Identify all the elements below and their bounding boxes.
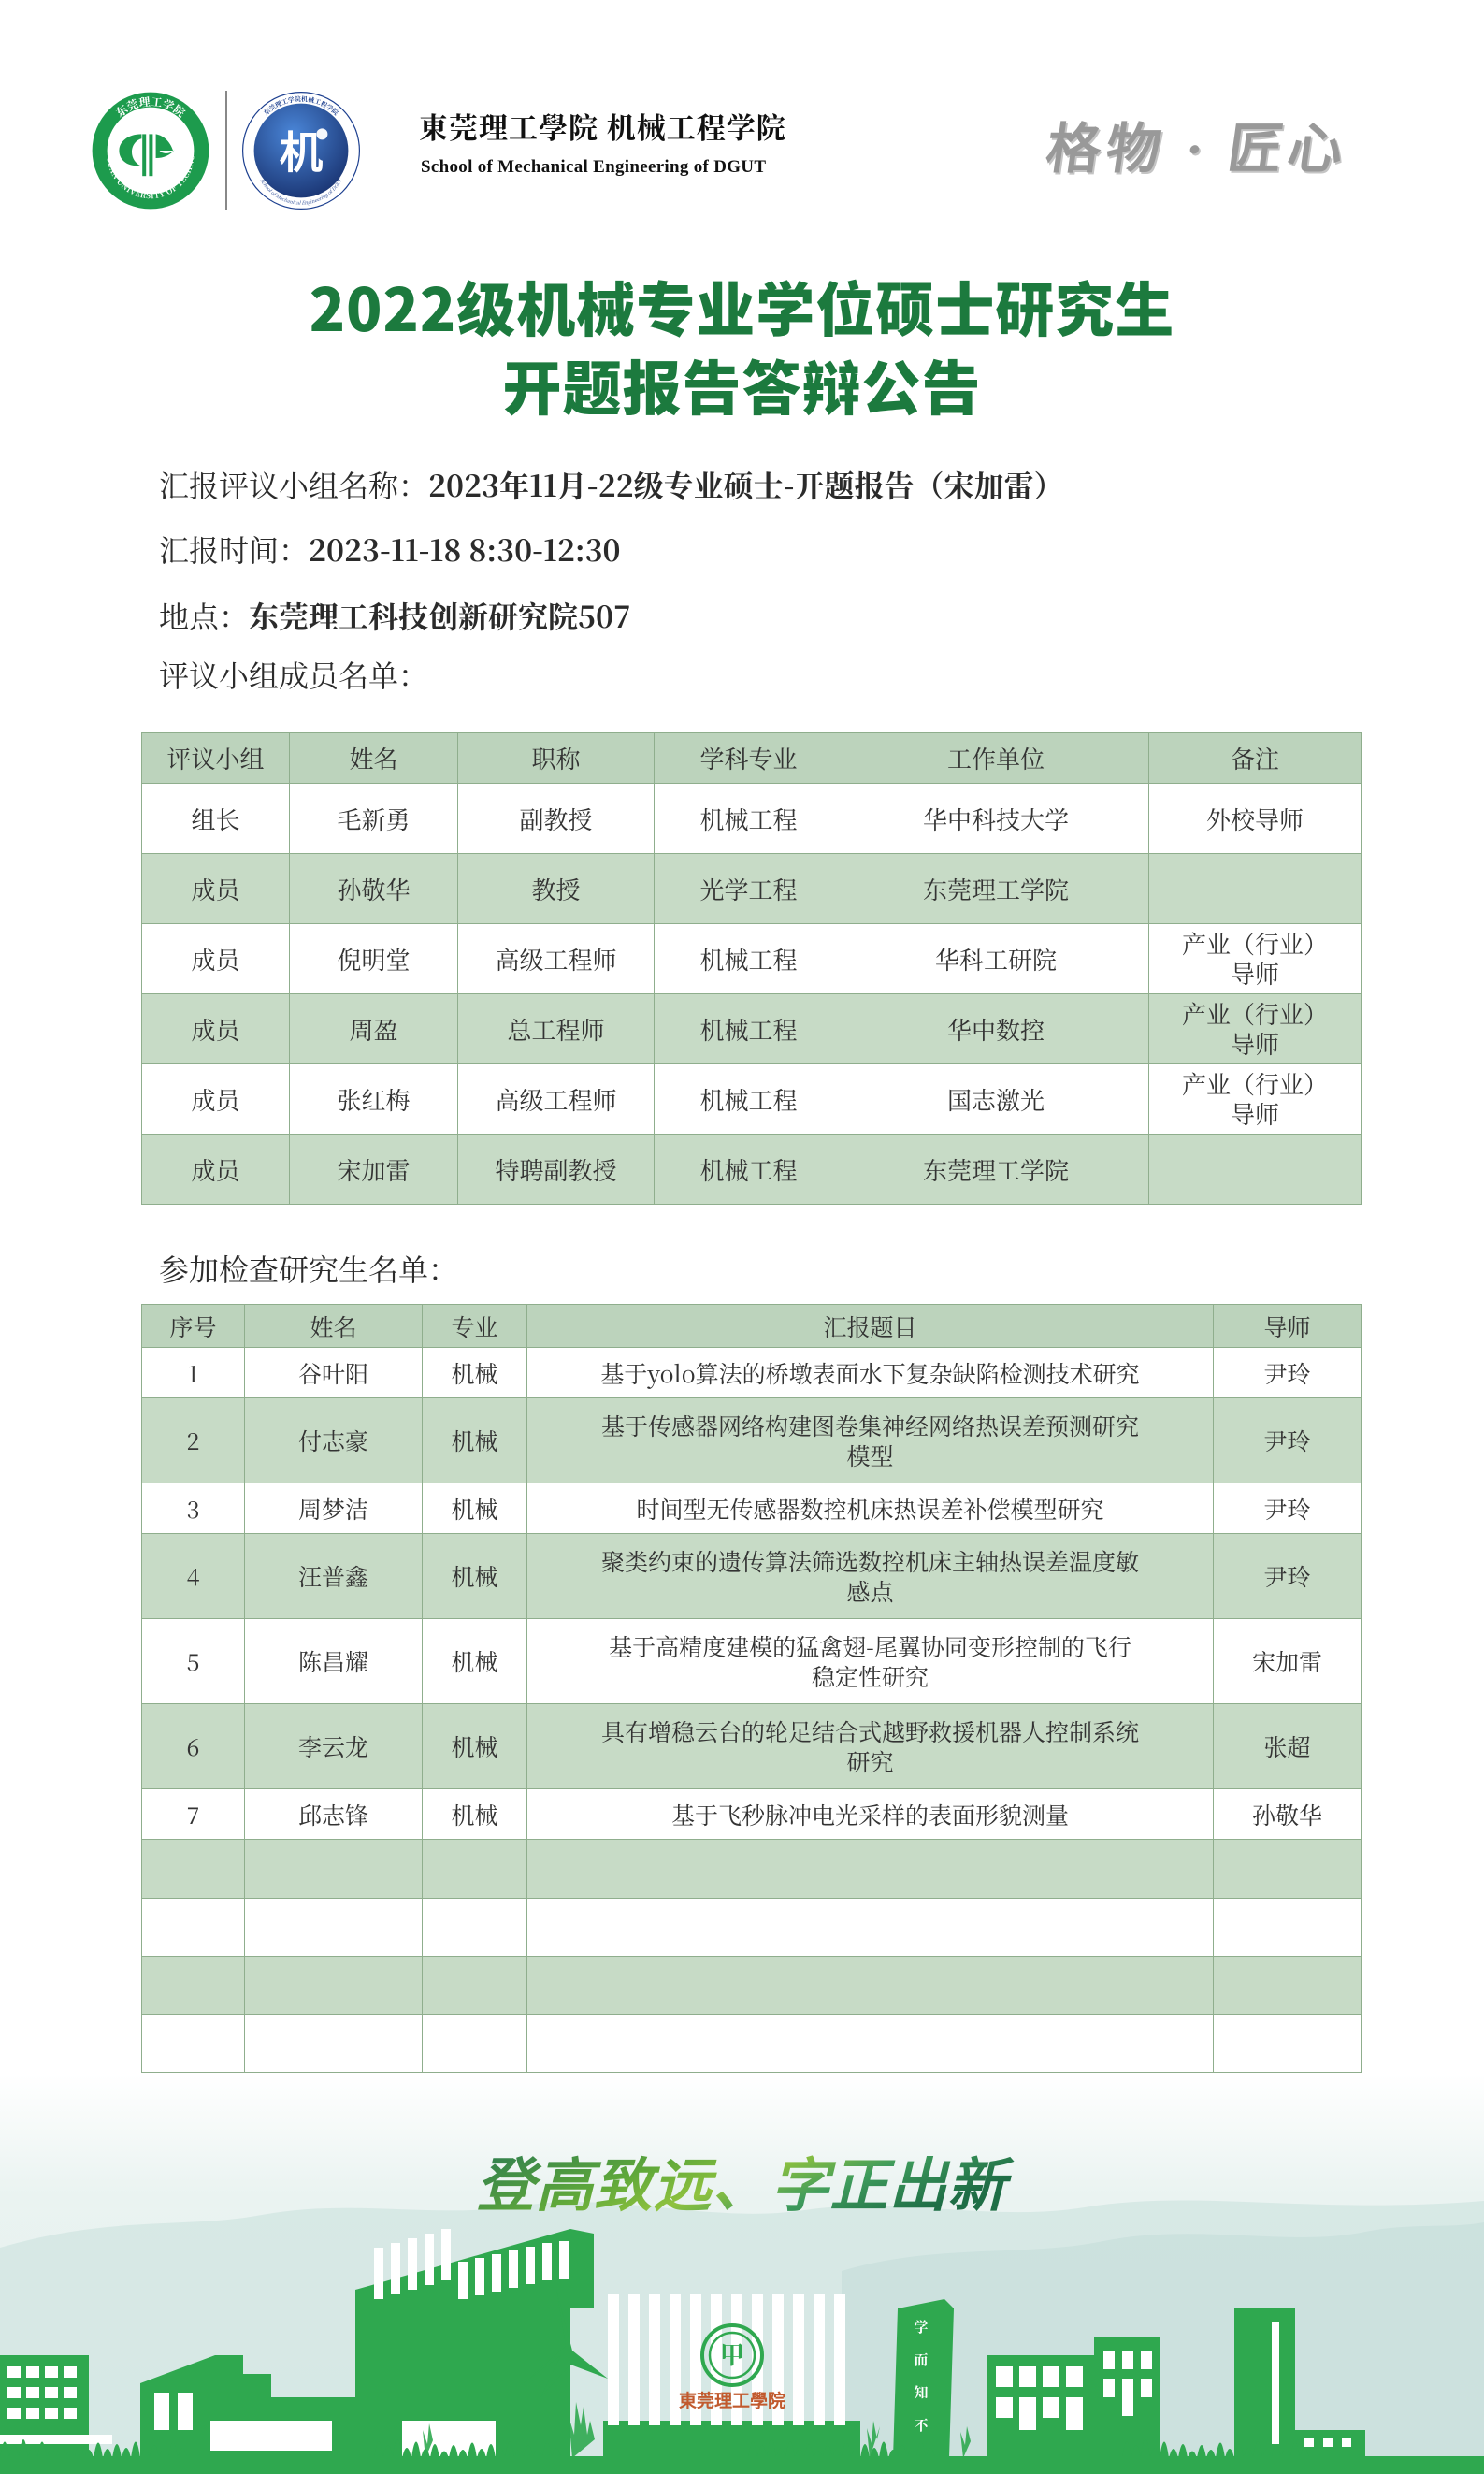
svg-text:学: 学 xyxy=(914,2317,928,2337)
svg-text:登高致远、字正出新: 登高致远、字正出新 xyxy=(476,2155,1015,2219)
svg-text:机: 机 xyxy=(280,129,324,178)
svg-text:不: 不 xyxy=(914,2415,929,2435)
svg-text:東莞理工學院: 東莞理工學院 xyxy=(679,2390,785,2411)
svg-text:而: 而 xyxy=(914,2350,928,2369)
svg-text:知: 知 xyxy=(914,2382,928,2402)
svg-text:甲: 甲 xyxy=(720,2337,744,2371)
